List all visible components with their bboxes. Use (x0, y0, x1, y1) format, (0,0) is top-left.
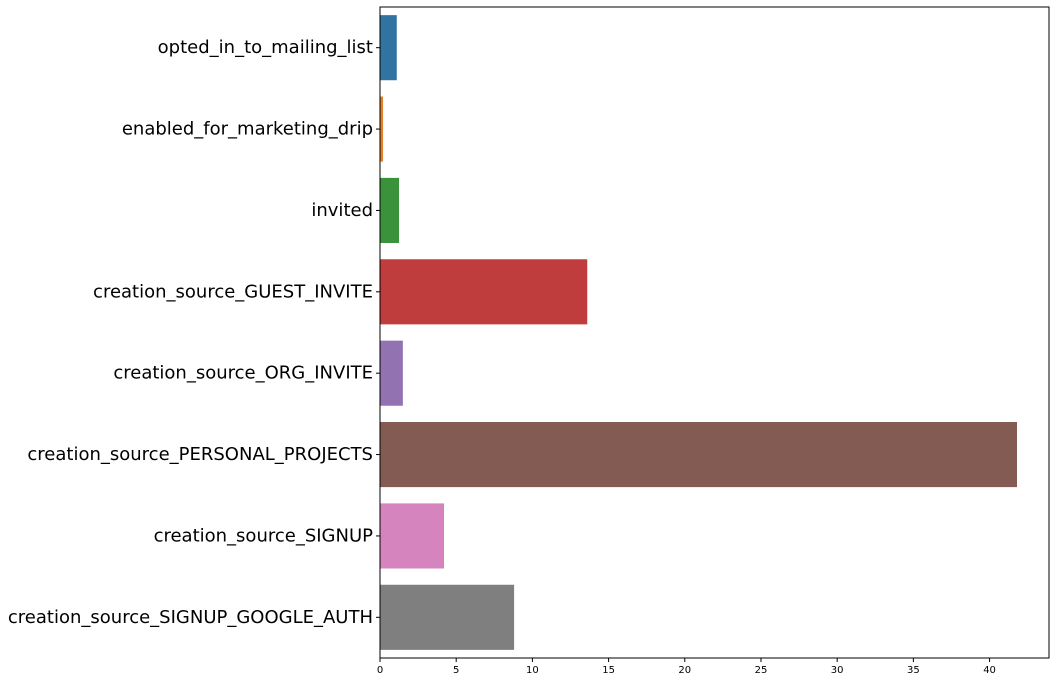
x-tick-label: 15 (602, 665, 615, 676)
bar-opted_in_to_mailing_list (380, 15, 397, 81)
category-label: opted_in_to_mailing_list (158, 37, 373, 58)
bar-creation_source_ORG_INVITE (380, 340, 403, 406)
bar-enabled_for_marketing_drip (380, 96, 384, 162)
x-tick-label: 25 (755, 665, 768, 676)
category-labels: opted_in_to_mailing_list enabled_for_mark… (8, 37, 380, 628)
x-tick-label: 10 (526, 665, 539, 676)
category-label: creation_source_GUEST_INVITE (93, 281, 373, 302)
x-tick-label: 35 (907, 665, 920, 676)
category-label: enabled_for_marketing_drip (122, 119, 373, 140)
bars-group (380, 15, 1017, 650)
bar-creation_source_SIGNUP_GOOGLE_AUTH (380, 584, 515, 650)
bar-invited (380, 177, 400, 243)
plot-frame (379, 6, 1050, 659)
bar-creation_source_PERSONAL_PROJECTS (380, 422, 1017, 488)
x-tick-label: 20 (678, 665, 691, 676)
category-label: creation_source_ORG_INVITE (113, 363, 373, 384)
category-label: invited (311, 200, 373, 221)
x-tick-label: 40 (983, 665, 996, 676)
category-label: creation_source_SIGNUP (154, 525, 374, 546)
x-tick-label: 30 (831, 665, 844, 676)
bar-creation_source_SIGNUP (380, 503, 445, 569)
x-tick-label: 0 (377, 665, 383, 676)
category-label: creation_source_SIGNUP_GOOGLE_AUTH (8, 607, 373, 628)
category-label: creation_source_PERSONAL_PROJECTS (27, 444, 373, 465)
x-tick-label: 5 (453, 665, 459, 676)
bar-creation_source_GUEST_INVITE (380, 259, 588, 325)
x-axis-ticks: 0 5 10 15 20 25 30 35 40 (377, 658, 996, 676)
